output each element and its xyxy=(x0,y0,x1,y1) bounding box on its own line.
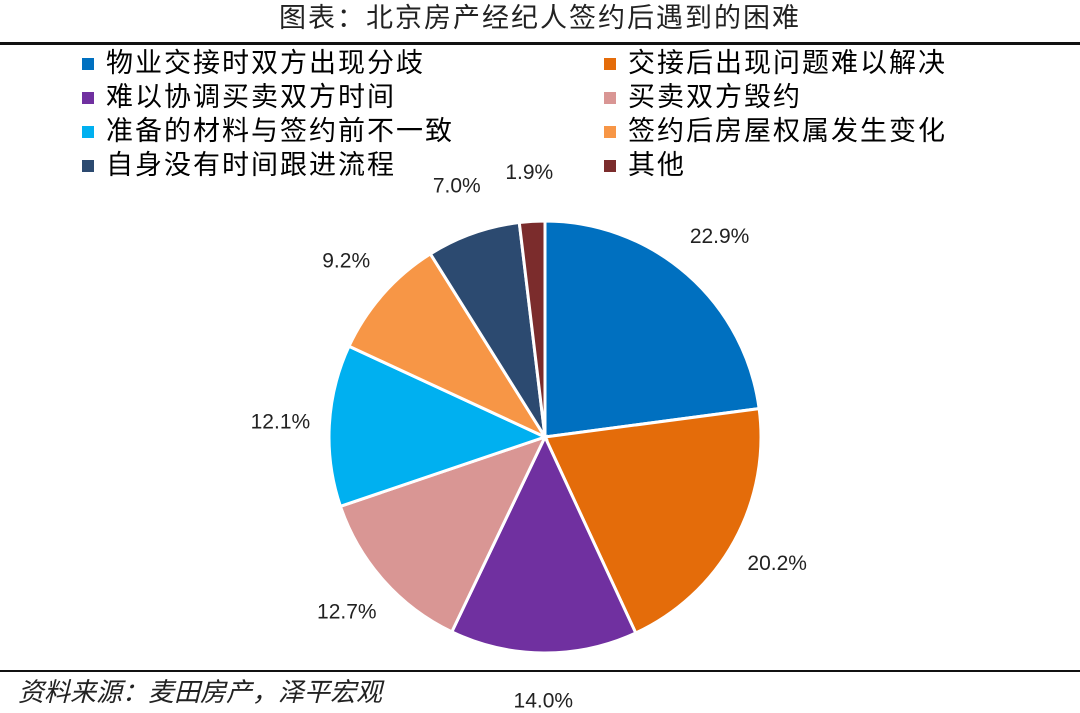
bottom-rule xyxy=(0,670,1080,672)
slice-value-label: 9.2% xyxy=(322,249,370,272)
pie-slice xyxy=(542,406,763,636)
legend-label: 签约后房屋权属发生变化 xyxy=(628,116,947,147)
legend-swatch xyxy=(82,126,94,138)
pie-slice xyxy=(346,251,549,441)
pie-labels: 22.9% 20.2% 14.0% 12.7% 12.1% 9.2% 7.0% 1.9% xyxy=(251,161,807,713)
pie-slice xyxy=(517,219,547,438)
legend-swatch xyxy=(604,92,616,104)
legend-swatch xyxy=(82,160,94,172)
top-rule xyxy=(0,42,1080,45)
slice-value-label: 20.2% xyxy=(747,552,807,575)
legend-item: 物业交接时双方出现分歧 xyxy=(82,48,425,80)
legend-swatch xyxy=(604,160,616,172)
slice-value-label: 12.1% xyxy=(251,410,311,433)
legend-swatch xyxy=(82,58,94,70)
legend-item: 难以协调买卖双方时间 xyxy=(82,82,396,114)
pie-slice xyxy=(338,434,548,634)
legend-item: 自身没有时间跟进流程 xyxy=(82,150,396,182)
source-note: 资料来源：麦田房产，泽平宏观 xyxy=(18,678,383,708)
legend-label: 物业交接时双方出现分歧 xyxy=(106,48,425,79)
legend-label: 交接后出现问题难以解决 xyxy=(628,48,947,79)
legend-label: 难以协调买卖双方时间 xyxy=(106,82,396,113)
legend-swatch xyxy=(604,58,616,70)
pie-slices xyxy=(327,219,763,655)
legend-swatch xyxy=(82,92,94,104)
legend-label: 其他 xyxy=(628,150,686,181)
slice-value-label: 1.9% xyxy=(505,161,553,184)
slice-value-label: 22.9% xyxy=(690,225,750,248)
legend: 物业交接时双方出现分歧 交接后出现问题难以解决 难以协调买卖双方时间 买卖双方毁… xyxy=(0,48,1080,188)
slice-value-label: 7.0% xyxy=(433,175,481,198)
legend-label: 准备的材料与签约前不一致 xyxy=(106,116,454,147)
legend-item: 准备的材料与签约前不一致 xyxy=(82,116,454,148)
pie-slice xyxy=(449,433,638,655)
chart-title: 图表：北京房产经纪人签约后遇到的困难 xyxy=(279,3,801,34)
legend-item: 其他 xyxy=(604,150,686,182)
pie-slice xyxy=(327,344,550,509)
slice-value-label: 14.0% xyxy=(514,690,574,713)
legend-label: 自身没有时间跟进流程 xyxy=(106,150,396,181)
legend-item: 交接后出现问题难以解决 xyxy=(604,48,947,80)
legend-item: 签约后房屋权属发生变化 xyxy=(604,116,947,148)
slice-value-label: 12.7% xyxy=(317,600,377,623)
legend-label: 买卖双方毁约 xyxy=(628,82,802,113)
pie-slice xyxy=(543,219,761,439)
legend-item: 买卖双方毁约 xyxy=(604,82,802,114)
legend-swatch xyxy=(604,126,616,138)
